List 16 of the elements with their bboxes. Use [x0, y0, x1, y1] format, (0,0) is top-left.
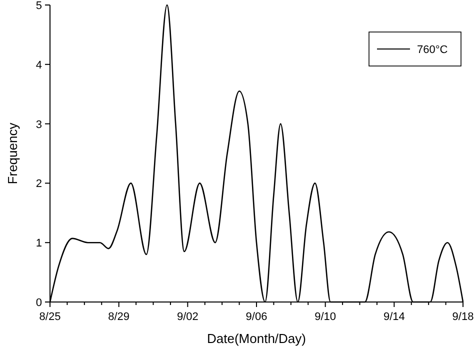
x-tick-label: 8/29	[108, 311, 130, 323]
y-tick-label: 4	[36, 59, 42, 72]
legend-label: 760°C	[417, 44, 448, 56]
x-tick-label: 9/18	[452, 311, 474, 323]
x-tick-label: 8/25	[39, 311, 61, 323]
x-tick-label: 9/14	[383, 311, 405, 323]
y-tick-label: 0	[36, 297, 42, 309]
y-axis-title: Frequency	[5, 122, 20, 184]
x-tick-label: 9/06	[246, 311, 268, 323]
x-tick-label: 9/10	[314, 311, 336, 323]
x-axis-title: Date(Month/Day)	[207, 331, 306, 346]
y-tick-label: 1	[36, 238, 42, 250]
y-tick-label: 2	[36, 178, 42, 190]
y-tick-label: 5	[36, 0, 42, 12]
x-tick-label: 9/02	[176, 311, 198, 323]
y-tick-label: 3	[36, 118, 42, 131]
